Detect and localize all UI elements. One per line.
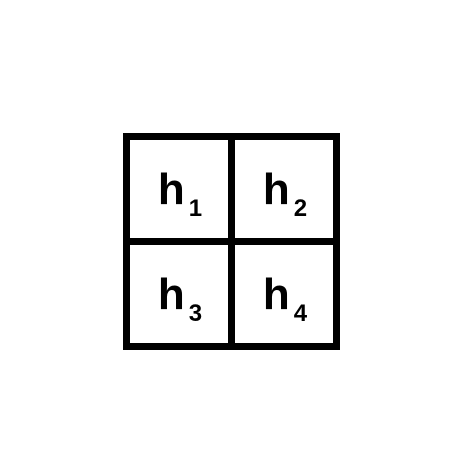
- cell-label-base: h: [157, 270, 185, 319]
- cell-label-subscript: 1: [188, 195, 203, 222]
- cell-label-subscript: 3: [188, 300, 203, 327]
- cell-label-subscript: 4: [293, 300, 308, 327]
- cell-label-subscript: 2: [293, 195, 308, 222]
- cell-label-base: h: [262, 165, 290, 214]
- cell-label-base: h: [157, 165, 185, 214]
- grid-lines: [123, 133, 340, 350]
- cell-label-base: h: [262, 270, 290, 319]
